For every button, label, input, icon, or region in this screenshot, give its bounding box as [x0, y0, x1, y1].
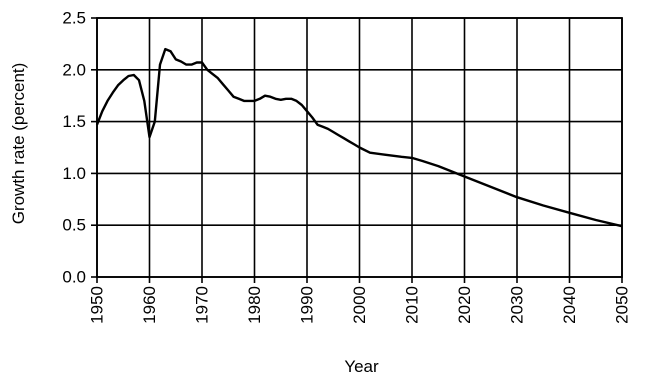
x-tick-label: 2030: [508, 286, 527, 324]
x-tick-label: 2000: [350, 286, 369, 324]
x-tick-label: 2050: [613, 286, 632, 324]
x-axis-title: Year: [344, 357, 379, 376]
y-tick-labels: 0.0 0.5 1.0 1.5 2.0 2.5: [62, 9, 86, 287]
x-tick-label: 1970: [193, 286, 212, 324]
x-tick-labels: 1950 1960 1970 1980 1990 2000 2010 2020 2030 2040…: [88, 286, 632, 324]
x-tick-label: 2020: [455, 286, 474, 324]
y-tick-label: 2.5: [62, 9, 86, 28]
y-tick-label: 1.0: [62, 164, 86, 183]
x-tick-label: 1950: [88, 286, 107, 324]
series-line: [95, 47, 623, 228]
x-tick-label: 1990: [298, 286, 317, 324]
y-tick-label: 0.0: [62, 268, 86, 287]
y-tick-label: 1.5: [62, 112, 86, 131]
series-group: [95, 47, 623, 228]
x-tick-label: 2010: [403, 286, 422, 324]
x-tick-label: 2040: [560, 286, 579, 324]
y-tick-label: 2.0: [62, 60, 86, 79]
x-tick-label: 1980: [245, 286, 264, 324]
x-tick-label: 1960: [140, 286, 159, 324]
axes: [91, 17, 623, 283]
plot-frame: [96, 17, 623, 278]
y-axis-title: Growth rate (percent): [9, 63, 28, 225]
y-tick-label: 0.5: [62, 216, 86, 235]
